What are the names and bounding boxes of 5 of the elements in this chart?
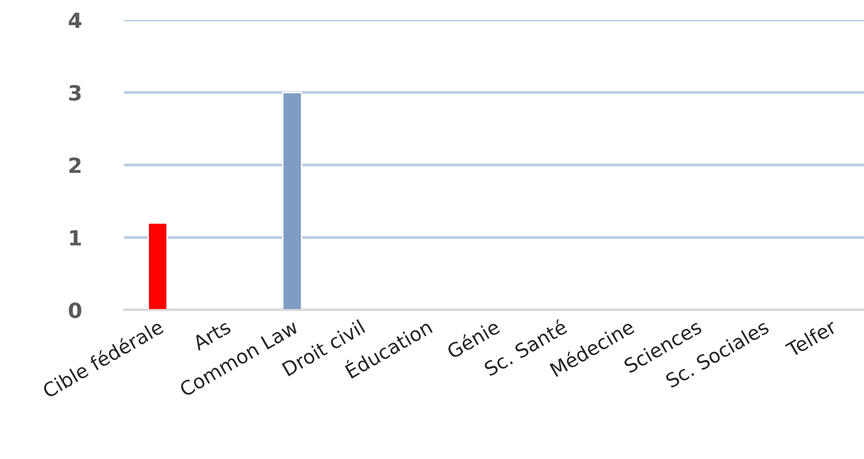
- y-tick-label: 4: [68, 12, 82, 28]
- y-tick-label: 1: [70, 230, 81, 246]
- y-tick-label: 3: [69, 84, 81, 101]
- y-tick-label: 2: [69, 157, 81, 173]
- y-tick-label: 0: [68, 302, 82, 318]
